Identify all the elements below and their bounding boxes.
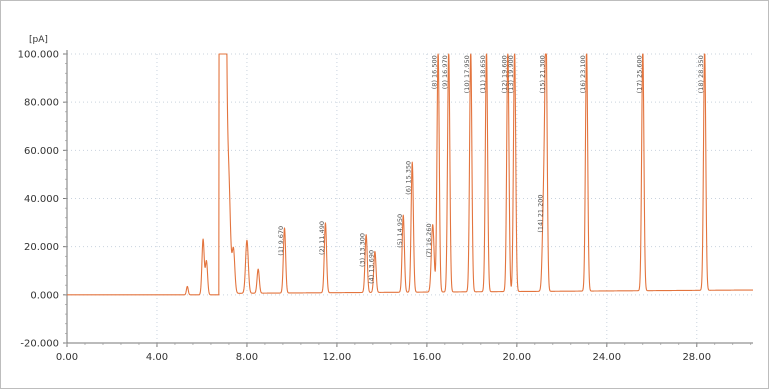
peak-label-layer: (1) 9.670 (2) 11.490 (3) 13.300 (4) 13.690 (…	[277, 55, 705, 284]
y-tick-label: -20.000	[20, 339, 59, 350]
peak-label: (6) 15.350	[405, 161, 413, 195]
peak-label: (1) 9.670	[277, 226, 285, 256]
peak-label: (13) 19.900	[507, 55, 515, 93]
y-tick-label: 100.000	[18, 50, 59, 61]
y-tick-label: 80.000	[24, 98, 59, 109]
peak-label: (12) 19.600	[500, 55, 508, 93]
peak-label: (14) 21.200	[536, 195, 544, 233]
peak-label: (9) 16.970	[441, 55, 449, 89]
x-tick-label: 4.00	[146, 352, 168, 363]
y-tick-label: 60.000	[24, 146, 59, 157]
x-tick-label: 24.00	[592, 352, 621, 363]
peak-label: (16) 23.100	[579, 55, 587, 93]
peak-label: (3) 13.300	[359, 233, 367, 267]
peak-label: (10) 17.950	[463, 55, 471, 93]
y-tick-label: 20.000	[24, 242, 59, 253]
x-tick-label: 28.00	[682, 352, 711, 363]
trace-layer	[66, 53, 754, 296]
peak-label: (2) 11.490	[318, 221, 326, 255]
y-tick-label: 40.000	[24, 194, 59, 205]
peak-label: (11) 18.650	[479, 55, 487, 93]
y-axis-unit-label: [pA]	[29, 35, 48, 45]
grid-layer	[67, 53, 753, 344]
peak-label: (17) 25.600	[635, 55, 643, 93]
peak-label: (4) 13.690	[367, 250, 375, 284]
peak-label: (7) 16.260	[425, 223, 433, 257]
peak-label: (15) 21.300	[539, 55, 547, 93]
peak-label: (18) 28.350	[697, 55, 705, 93]
peak-label: (8) 16.500	[431, 55, 439, 89]
x-tick-label: 20.00	[503, 352, 532, 363]
x-tick-label: 16.00	[413, 352, 442, 363]
x-tick-label: 8.00	[236, 352, 258, 363]
x-tick-label: 0.00	[56, 352, 78, 363]
y-tick-label: 0.000	[30, 290, 59, 301]
x-tick-label: 12.00	[323, 352, 352, 363]
axes-layer: -20.000 0.000 20.000 40.000 60.000 80.000 100.…	[18, 50, 753, 363]
chromatogram-trace	[66, 53, 754, 296]
peak-label: (5) 14.950	[396, 214, 404, 248]
